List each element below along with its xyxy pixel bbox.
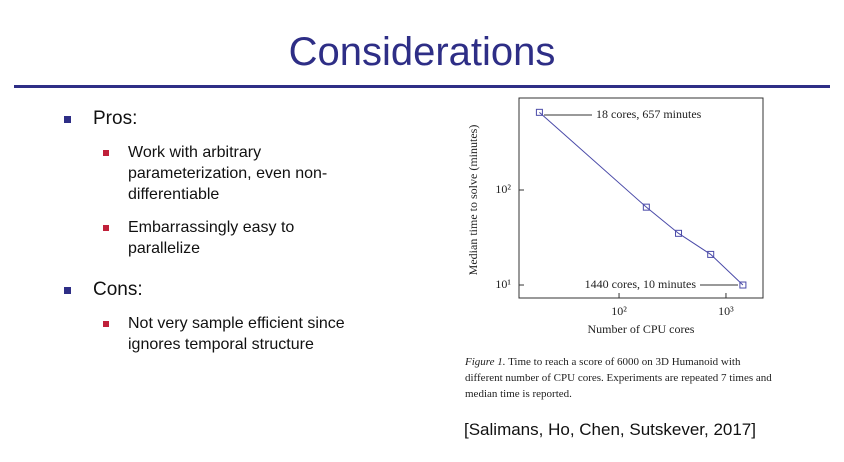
plot-frame <box>518 97 764 299</box>
bullet-list: Pros: Work with arbitrary parameterizati… <box>62 108 392 367</box>
annotation: 1440 cores, 10 minutes <box>585 277 697 291</box>
y-tick-label: 10¹ <box>495 277 511 291</box>
title-rule <box>14 85 830 88</box>
marker <box>739 281 747 289</box>
caption-text: Time to reach a score of 6000 on 3D Huma… <box>465 356 772 400</box>
annotation: 18 cores, 657 minutes <box>596 107 702 121</box>
slide-title: Considerations <box>288 30 556 74</box>
y-axis-label: Median time to solve (minutes) <box>466 125 480 276</box>
figure-caption: Figure 1. Time to reach a score of 6000 … <box>465 354 775 402</box>
caption-label: Figure 1. <box>465 356 506 368</box>
x-tick-label: 10² <box>611 304 627 318</box>
sub-bullet: Embarrassingly easy to parallelize <box>97 217 358 259</box>
sub-bullet: Not very sample efficient since ignores … <box>97 313 358 355</box>
x-axis-label: Number of CPU cores <box>588 322 695 336</box>
series-line <box>539 111 744 286</box>
marker <box>535 108 543 116</box>
sub-bullet: Work with arbitrary parameterization, ev… <box>97 142 358 205</box>
marker <box>642 203 650 211</box>
marker <box>675 229 683 237</box>
y-tick-label: 10² <box>495 182 511 196</box>
bullet: Pros: <box>62 108 392 130</box>
x-tick-label: 10³ <box>718 304 734 318</box>
citation: [Salimans, Ho, Chen, Sutskever, 2017] <box>464 420 756 439</box>
marker <box>707 250 715 258</box>
bullet: Cons: <box>62 279 392 301</box>
